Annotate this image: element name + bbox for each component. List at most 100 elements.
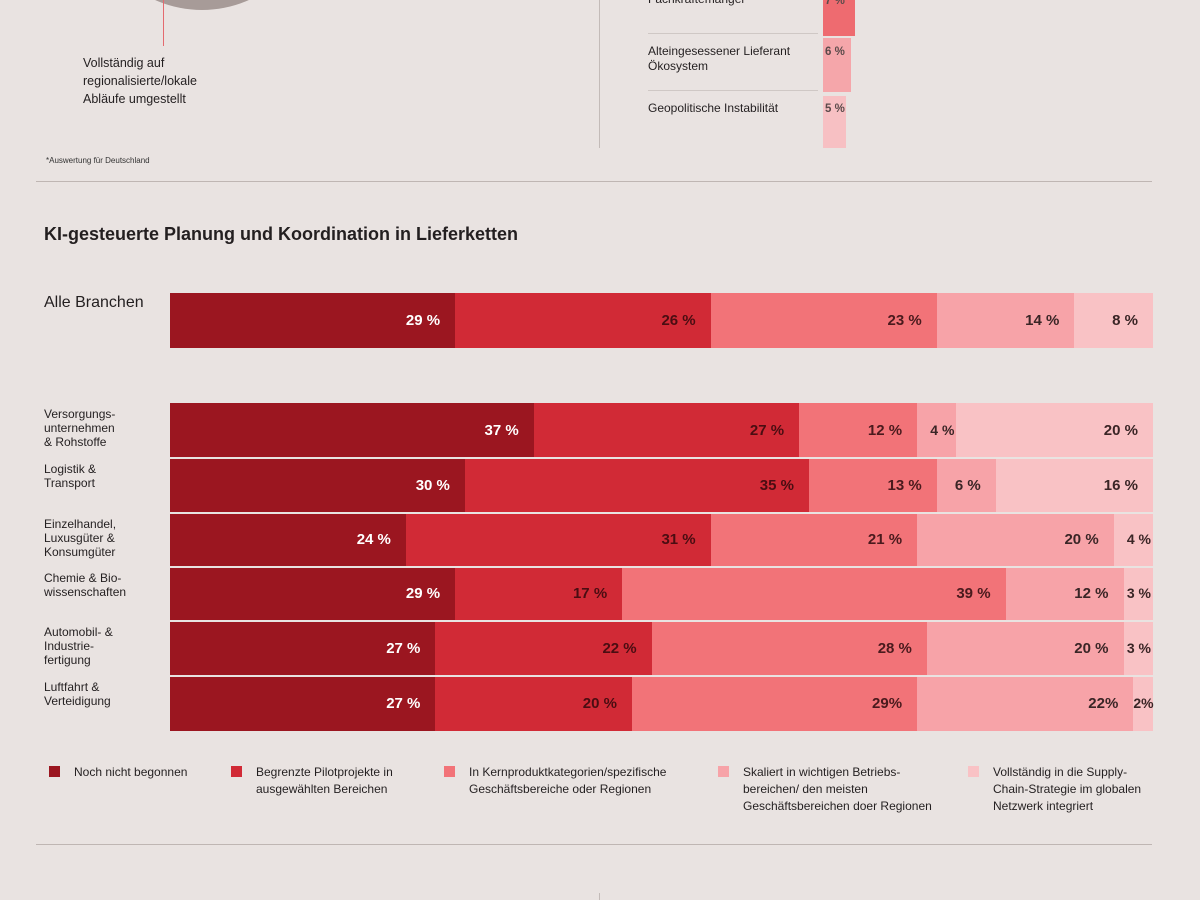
footnote: *Auswertung für Deutschland: [46, 156, 150, 165]
legend-label: Begrenzte Pilotprojekte in ausgewählten …: [256, 765, 393, 796]
bar-segment: [710, 293, 937, 348]
bar-segment: [936, 458, 996, 513]
bar-value-label: 17 %: [572, 585, 608, 602]
bar-segment: [808, 458, 937, 513]
bar-segment: [917, 676, 1134, 731]
bar-segment: [1123, 621, 1153, 676]
bar-value-label: 28 %: [877, 639, 912, 657]
bar-segment: [1133, 676, 1153, 731]
bar-segment: [170, 293, 456, 348]
bar-segment: [170, 567, 456, 621]
legend-swatch: [444, 766, 455, 777]
bar-value-label: 4 %: [930, 421, 955, 438]
bar-segment: [435, 621, 652, 676]
row-separator: [170, 620, 1153, 622]
bar-value-label: 23 %: [887, 311, 922, 329]
bar-value-label: 20 %: [1074, 639, 1109, 657]
category-label: Luftfahrt & Verteidigung: [44, 680, 111, 708]
row-separator: [170, 457, 1153, 459]
bar-segment: [917, 513, 1114, 567]
section-divider: [36, 181, 1152, 182]
bar-segment: [170, 513, 406, 567]
bar-value-label: 20 %: [1064, 531, 1099, 548]
bar-segment: [170, 458, 465, 513]
bar-value-label: 3 %: [1126, 639, 1151, 656]
category-label: Logistik & Transport: [44, 462, 97, 490]
bar-value-label: 27 %: [749, 421, 785, 439]
bar-segment: [956, 403, 1153, 458]
reason-label: Geopolitische Instabilität: [648, 101, 779, 115]
bar-value-label: 39 %: [956, 585, 991, 602]
section-divider-vertical: [599, 0, 600, 148]
legend-label: Vollständig in die Supply- Chain-Strateg…: [993, 765, 1142, 813]
reason-value: 6 %: [825, 46, 845, 58]
section-divider-bottom: [36, 844, 1152, 845]
bar-value-label: 12 %: [1074, 585, 1109, 602]
category-label: Automobil- & Industrie- fertigung: [44, 625, 113, 667]
bar-value-label: 29 %: [405, 585, 441, 602]
legend-label: In Kernproduktkategorien/spezifische Ges…: [469, 765, 667, 796]
bar-value-label: 4 %: [1126, 531, 1151, 547]
legend-swatch: [49, 766, 60, 777]
bar-value-label: 13 %: [887, 476, 922, 494]
bar-segment: [651, 621, 927, 676]
bar-segment: [995, 458, 1153, 513]
bar-value-label: 20 %: [582, 694, 617, 712]
bar-value-label: 12 %: [867, 421, 903, 439]
bar-value-label: 31 %: [661, 531, 696, 548]
bar-value-label: 22 %: [602, 639, 637, 657]
pie-chart-segment: [87, 0, 317, 10]
section-divider-vertical-bottom: [599, 893, 600, 900]
reason-divider: [648, 33, 818, 34]
bar-value-label: 14 %: [1025, 311, 1060, 329]
bar-segment: [926, 621, 1124, 676]
reason-bar: [823, 38, 851, 92]
bar-value-label: 8 %: [1112, 311, 1138, 329]
category-label: Chemie & Bio- wissenschaften: [44, 571, 127, 599]
bar-value-label: 22%: [1088, 694, 1119, 712]
bar-value-label: 24 %: [356, 531, 391, 548]
row-separator: [170, 675, 1153, 677]
bar-segment: [1074, 293, 1153, 348]
legend-label: Skaliert in wichtigen Betriebs- bereiche…: [743, 765, 932, 813]
bar-value-label: 21 %: [867, 531, 903, 548]
bar-segment: [533, 403, 800, 458]
bar-segment: [464, 458, 809, 513]
legend-swatch: [968, 766, 979, 777]
row-separator: [170, 512, 1153, 514]
chart-title: KI-gesteuerte Planung und Koordination i…: [44, 224, 519, 244]
bar-value-label: 26 %: [661, 311, 696, 329]
category-label: Versorgungs- unternehmen & Rohstoffe: [44, 407, 116, 449]
bar-segment: [170, 621, 436, 676]
row-separator: [170, 566, 1153, 568]
bar-value-label: 3 %: [1126, 585, 1151, 601]
bar-value-label: 35 %: [759, 476, 794, 494]
bar-segment: [170, 676, 436, 731]
reason-bar: [823, 0, 856, 36]
reason-label: Alteingesessener Lieferant Ökosystem: [648, 44, 791, 73]
bar-segment: [405, 513, 711, 567]
bar-segment: [1123, 567, 1153, 621]
bar-value-label: 16 %: [1103, 476, 1138, 494]
bar-segment: [917, 403, 957, 458]
bar-value-label: 29 %: [405, 311, 441, 329]
legend-label: Noch nicht begonnen: [74, 765, 188, 779]
bar-segment: [710, 513, 918, 567]
reason-label: Fachkräftemangel: [648, 0, 818, 7]
bar-value-label: 6 %: [954, 476, 981, 494]
bar-value-label: 30 %: [415, 476, 450, 494]
bar-value-label: 20 %: [1103, 421, 1138, 439]
bar-segment: [1005, 567, 1124, 621]
bar-segment: [799, 403, 918, 458]
reason-value: 5 %: [825, 103, 845, 115]
bar-segment: [455, 567, 623, 621]
bar-value-label: 37 %: [484, 421, 519, 439]
bar-value-label: 29%: [872, 694, 903, 712]
bar-segment: [632, 676, 918, 731]
category-label: Alle Branchen: [44, 294, 144, 311]
pie-callout-line: [163, 0, 164, 46]
bar-segment: [1113, 513, 1153, 567]
bar-segment: [435, 676, 632, 731]
bar-value-label: 27 %: [386, 639, 421, 657]
bar-value-label: 2%: [1133, 694, 1154, 711]
